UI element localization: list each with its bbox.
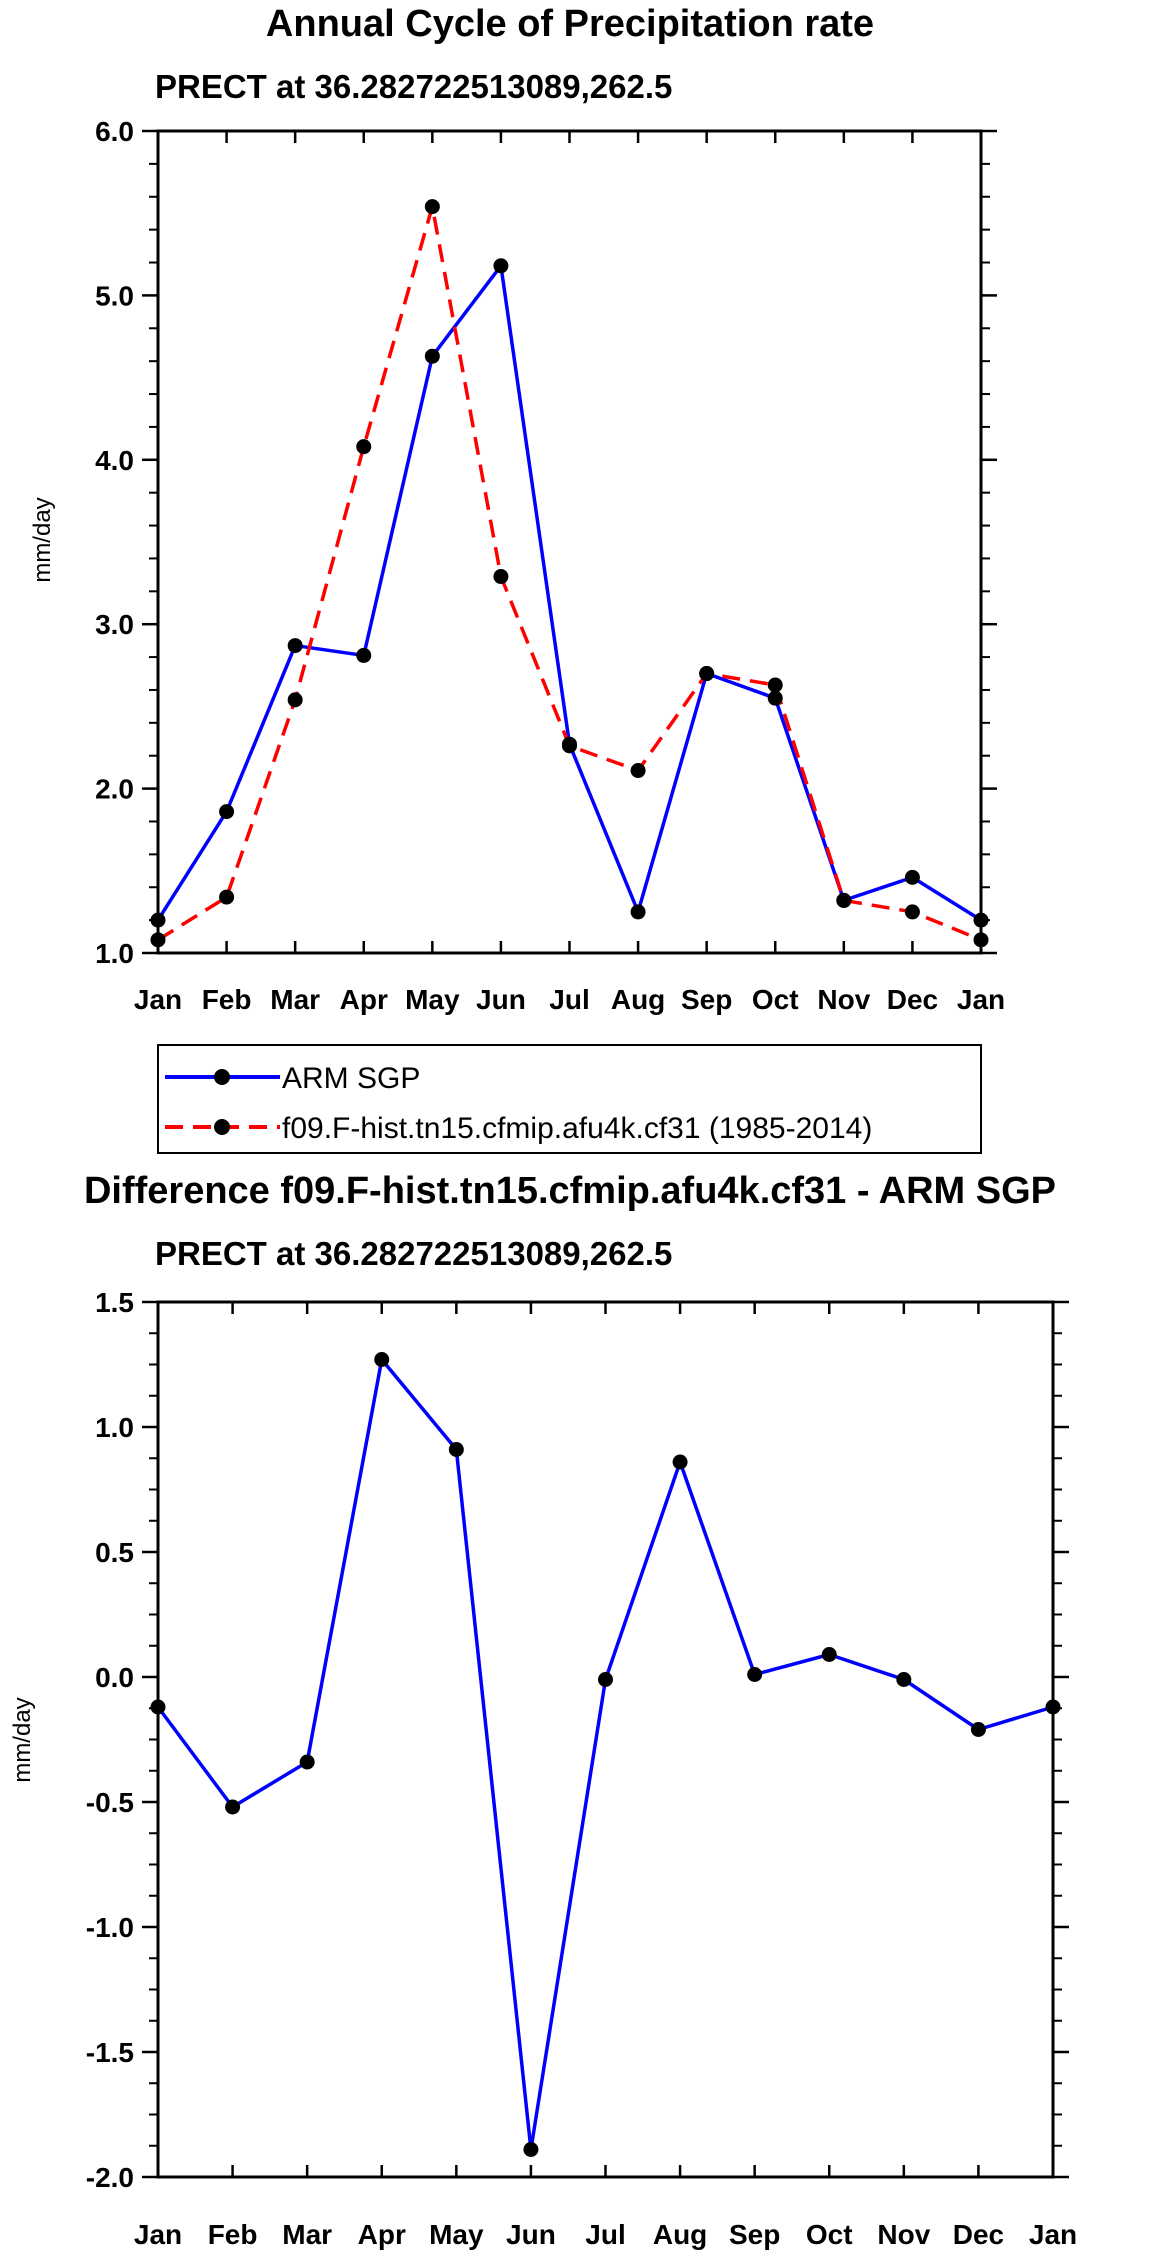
data-point-series-0: [448, 1442, 464, 1457]
data-point-series-0: [630, 904, 646, 920]
data-point-series-1: [219, 889, 235, 905]
x-tick-label: Jun: [476, 984, 526, 1015]
series-line-1: [157, 204, 982, 942]
legend-marker-model: [214, 1119, 230, 1135]
annual-cycle-chart: Annual Cycle of Precipitation rate PRECT…: [29, 3, 1005, 1015]
plot-area: Jan Feb Mar Apr May Jun Jul Aug Sep Oct Nov Dec Jan-…: [86, 1287, 1077, 2250]
data-point-series-0: [150, 912, 166, 928]
data-point-series-1: [150, 932, 166, 948]
data-point-series-0: [225, 1799, 241, 1815]
x-tick-label: Feb: [202, 984, 252, 1015]
data-point-series-1: [424, 199, 440, 215]
data-point-series-0: [1045, 1699, 1061, 1715]
y-tick-label: 0.0: [95, 1662, 134, 1693]
data-point-series-0: [150, 1699, 166, 1715]
y-tick-label: 2.0: [95, 774, 134, 805]
data-point-series-0: [523, 2142, 539, 2157]
x-tick-label: Aug: [611, 984, 665, 1015]
y-axis-label: mm/day: [9, 1697, 36, 1782]
legend-box: [157, 1044, 982, 1154]
legend: ARM SGP f09.F-hist.tn15.cfmip.afu4k.cf31…: [157, 1044, 982, 1154]
x-tick-label: Dec: [887, 984, 938, 1015]
data-point-series-0: [287, 638, 303, 654]
y-tick-label: 1.0: [95, 1412, 134, 1443]
data-point-series-0: [424, 348, 440, 364]
x-tick-label: Apr: [340, 984, 388, 1015]
plot-frame: [156, 1300, 1055, 2179]
x-tick-label: Aug: [653, 2219, 707, 2250]
x-tick-label: May: [405, 984, 460, 1015]
x-tick-label: Jan: [134, 984, 182, 1015]
x-tick-label: Nov: [877, 2219, 930, 2250]
data-point-series-1: [904, 904, 920, 920]
data-point-series-0: [747, 1667, 763, 1682]
data-point-series-0: [896, 1672, 912, 1687]
data-point-series-0: [299, 1754, 315, 1770]
series-line-0: [156, 1357, 1054, 2152]
difference-chart: Difference f09.F-hist.tn15.cfmip.afu4k.c…: [9, 1170, 1077, 2250]
y-tick-label: 6.0: [95, 116, 134, 147]
y-axis-label: mm/day: [29, 497, 56, 582]
data-point-series-0: [821, 1647, 837, 1662]
x-tick-label: Jul: [585, 2219, 625, 2250]
legend-label-model: f09.F-hist.tn15.cfmip.afu4k.cf31 (1985-2…: [282, 1112, 872, 1145]
data-point-series-0: [374, 1352, 390, 1367]
y-tick-label: -1.5: [86, 2037, 134, 2068]
y-tick-label: 1.0: [95, 938, 134, 969]
y-tick-label: -0.5: [86, 1787, 134, 1818]
series-line-0: [156, 264, 982, 922]
data-point-series-1: [973, 932, 989, 948]
y-tick-label: 5.0: [95, 280, 134, 311]
data-point-series-0: [598, 1672, 613, 1687]
x-tick-label: Oct: [752, 984, 799, 1015]
data-point-series-1: [562, 738, 577, 754]
x-tick-label: Jun: [506, 2219, 556, 2250]
x-tick-label: May: [429, 2219, 484, 2250]
x-tick-label: Jan: [957, 984, 1005, 1015]
x-tick-label: Feb: [208, 2219, 258, 2250]
chart-subtitle: PRECT at 36.282722513089,262.5: [155, 68, 672, 105]
data-point-series-1: [287, 692, 303, 708]
data-point-series-0: [970, 1722, 986, 1737]
data-point-series-0: [973, 912, 989, 928]
x-tick-label: Sep: [681, 984, 732, 1015]
data-point-series-1: [699, 666, 715, 682]
data-point-series-0: [219, 804, 235, 820]
y-tick-label: 1.5: [95, 1287, 134, 1318]
x-tick-label: Dec: [953, 2219, 1004, 2250]
x-tick-label: Jan: [1029, 2219, 1077, 2250]
data-point-series-0: [356, 647, 372, 663]
y-tick-label: -1.0: [86, 1912, 134, 1943]
x-tick-label: Apr: [358, 2219, 406, 2250]
x-tick-label: Jul: [549, 984, 589, 1015]
y-tick-label: 0.5: [95, 1537, 134, 1568]
x-tick-label: Nov: [817, 984, 870, 1015]
data-point-series-0: [493, 258, 509, 274]
chart-title: Annual Cycle of Precipitation rate: [266, 3, 874, 45]
data-point-series-1: [356, 439, 372, 455]
x-tick-label: Mar: [282, 2219, 332, 2250]
data-point-series-1: [836, 892, 852, 908]
data-point-series-1: [493, 569, 509, 585]
legend-marker-arm-sgp: [214, 1069, 230, 1085]
y-tick-label: 4.0: [95, 445, 134, 476]
chart-title: Difference f09.F-hist.tn15.cfmip.afu4k.c…: [84, 1170, 1056, 1212]
x-tick-label: Oct: [806, 2219, 853, 2250]
data-point-series-0: [904, 869, 920, 885]
data-point-series-0: [672, 1454, 688, 1470]
x-tick-label: Sep: [729, 2219, 780, 2250]
y-tick-label: 3.0: [95, 609, 134, 640]
x-tick-label: Jan: [134, 2219, 182, 2250]
data-point-series-0: [767, 690, 783, 706]
x-tick-label: Mar: [270, 984, 320, 1015]
y-tick-label: -2.0: [86, 2162, 134, 2193]
chart-subtitle: PRECT at 36.282722513089,262.5: [155, 1235, 672, 1272]
legend-label-arm-sgp: ARM SGP: [282, 1062, 420, 1095]
plot-area: Jan Feb Mar Apr May Jun Jul Aug Sep Oct Nov Dec Jan1…: [95, 116, 1005, 1015]
data-point-series-1: [767, 677, 783, 693]
data-point-series-1: [630, 763, 646, 779]
plot-frame: [156, 129, 983, 955]
